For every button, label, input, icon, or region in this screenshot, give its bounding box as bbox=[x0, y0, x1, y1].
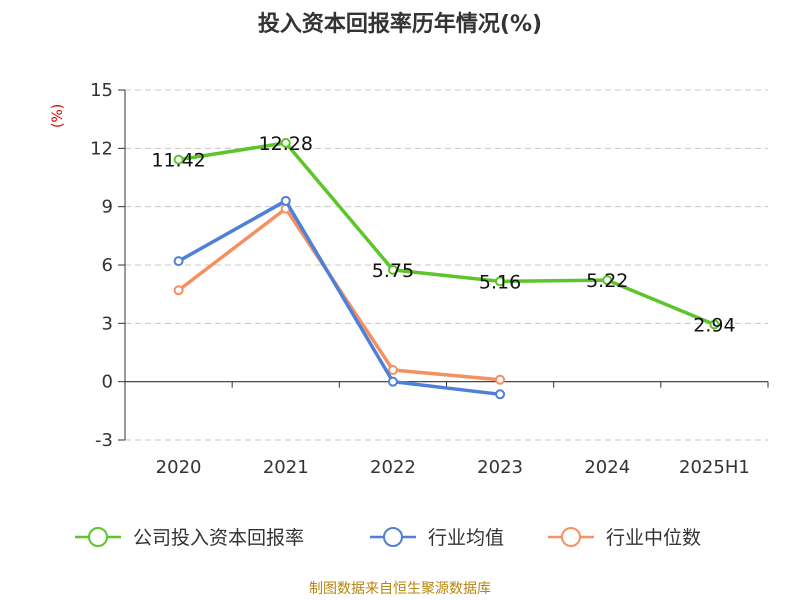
data-point bbox=[173, 285, 184, 296]
data-label: 5.22 bbox=[586, 270, 628, 292]
series-line bbox=[178, 141, 716, 327]
y-tick-label: 9 bbox=[102, 197, 113, 218]
legend-label: 行业均值 bbox=[428, 527, 504, 549]
data-point bbox=[173, 256, 184, 267]
data-point bbox=[495, 389, 506, 400]
data-label: 12.28 bbox=[259, 133, 313, 155]
legend-label: 公司投入资本回报率 bbox=[133, 527, 304, 549]
x-tick-label: 2022 bbox=[370, 457, 416, 478]
grid-lines bbox=[125, 89, 768, 441]
data-point bbox=[495, 374, 506, 385]
chart-title: 投入资本回报率历年情况(%) bbox=[257, 12, 543, 37]
source-note: 制图数据来自恒生聚源数据库 bbox=[309, 581, 491, 597]
legend-marker bbox=[561, 527, 581, 547]
legend-marker bbox=[88, 527, 108, 547]
data-point bbox=[602, 275, 613, 286]
data-point bbox=[709, 319, 720, 330]
y-tick-label: 12 bbox=[90, 138, 113, 159]
y-tick-label: -3 bbox=[95, 430, 113, 451]
y-tick-label: 3 bbox=[102, 313, 113, 334]
x-tick-label: 2025H1 bbox=[679, 457, 750, 478]
data-point bbox=[387, 365, 398, 375]
data-label: 2.94 bbox=[693, 315, 735, 337]
x-tick-label: 2023 bbox=[477, 457, 523, 478]
data-label: 5.75 bbox=[372, 260, 414, 282]
data-point bbox=[495, 276, 506, 287]
legend-marker bbox=[383, 527, 403, 547]
data-label: 5.16 bbox=[479, 271, 521, 293]
series-layer bbox=[173, 137, 720, 400]
y-tick-label: 0 bbox=[102, 372, 113, 393]
series-line bbox=[177, 199, 501, 397]
x-tick-label: 2024 bbox=[584, 457, 630, 478]
legend-item: 行业中位数 bbox=[548, 527, 701, 549]
data-point bbox=[280, 137, 291, 148]
legend: 公司投入资本回报率 行业均值 行业中位数 bbox=[75, 527, 701, 549]
data-label: 11.42 bbox=[151, 150, 205, 172]
data-point bbox=[387, 376, 398, 387]
x-tick-label: 2021 bbox=[263, 457, 309, 478]
y-tick-label: 6 bbox=[102, 255, 113, 276]
legend-label: 行业中位数 bbox=[606, 527, 701, 549]
x-tick-label: 2020 bbox=[156, 457, 202, 478]
y-tick-label: 15 bbox=[90, 80, 113, 101]
data-point bbox=[173, 154, 184, 165]
data-labels: 11.42 12.28 5.75 5.16 5.22 2.94 bbox=[151, 133, 735, 337]
data-point bbox=[387, 264, 398, 275]
legend-item: 公司投入资本回报率 bbox=[75, 527, 304, 549]
axes: -3 0 3 6 9 12 15 2020 2021 2022 2023 2024 2025H1 bbox=[90, 80, 769, 478]
data-point bbox=[280, 195, 291, 206]
legend-item: 行业均值 bbox=[370, 527, 504, 549]
